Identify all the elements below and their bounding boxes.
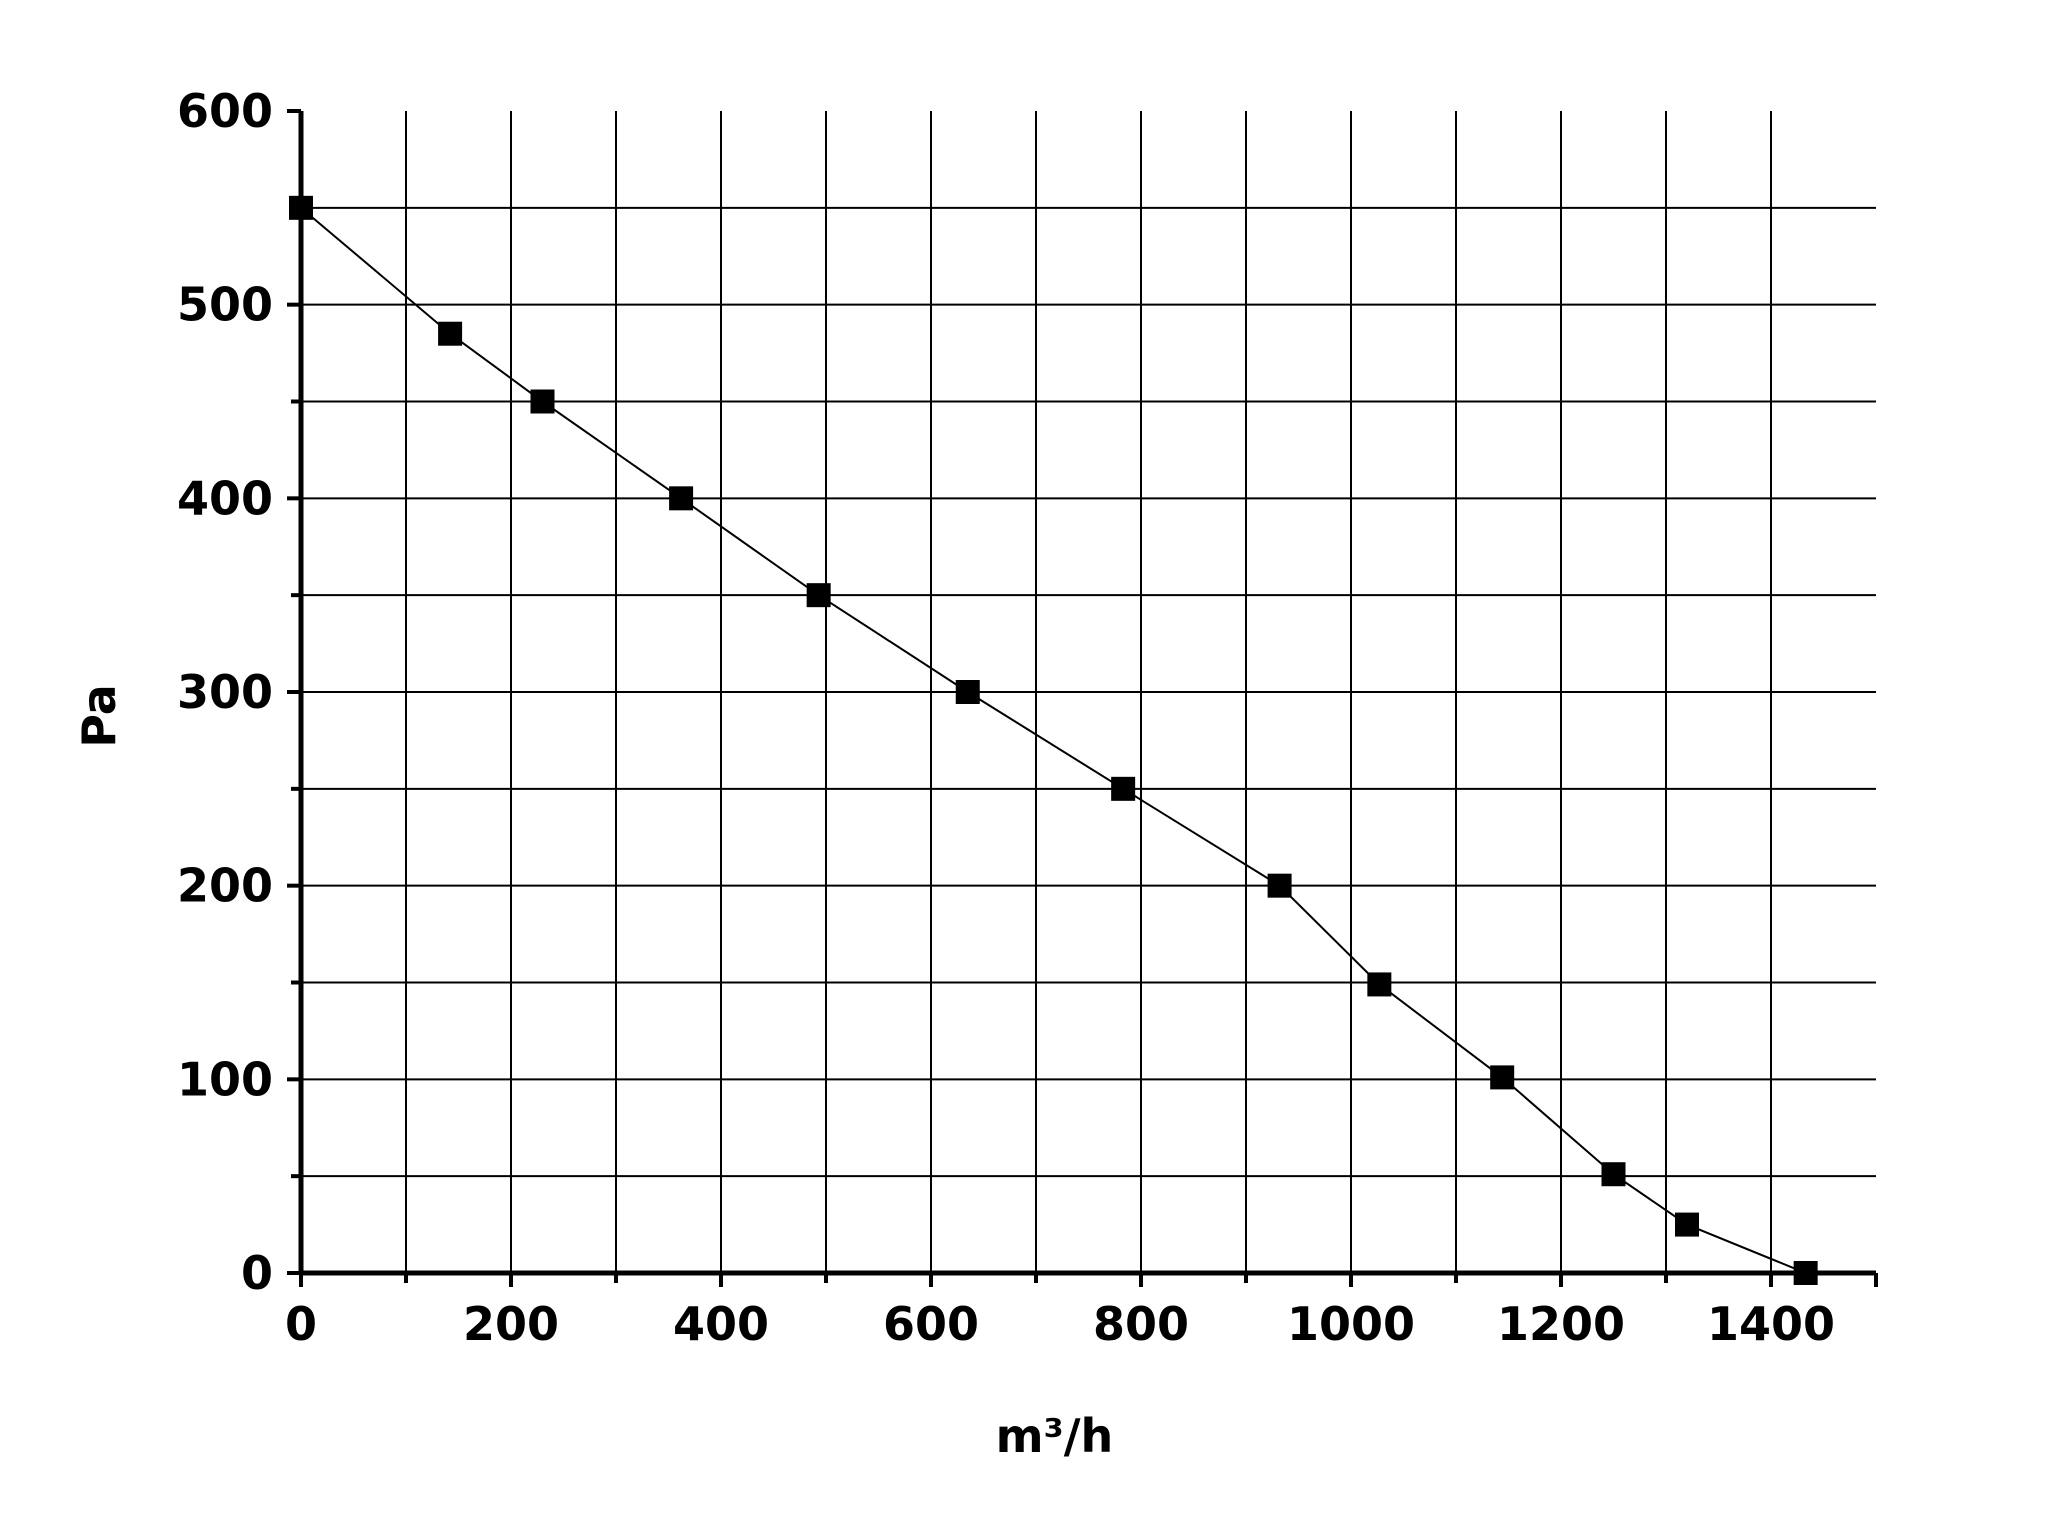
x-tick-label: 1000 [1287,1297,1415,1351]
data-point-marker [669,486,694,511]
y-tick-label: 300 [177,665,273,719]
data-point-marker [955,680,980,704]
x-tick-label: 1400 [1707,1297,1835,1351]
x-tick-label: 1200 [1497,1297,1625,1351]
series-line [300,207,1807,1274]
data-point-marker [1793,1261,1818,1285]
data-point-marker [1267,873,1292,898]
data-point-marker [1675,1212,1699,1237]
data-point-marker [1367,972,1392,997]
y-tick-label: 100 [177,1052,273,1106]
y-tick-label: 600 [177,84,273,138]
tick-marks [287,109,1878,1287]
x-tick-label: 600 [883,1297,979,1351]
x-tick-label: 800 [1093,1297,1189,1351]
data-point-marker [289,195,313,220]
tick-labels: 0 200 400 600 800 1000 1200 1400 0 100 200 300 400 50… [177,84,1835,1351]
data-point-marker [1490,1065,1515,1090]
y-tick-label: 200 [177,859,273,913]
data-point-marker [438,321,463,346]
data-point-marker [1601,1162,1626,1187]
y-tick-label: 400 [177,471,273,525]
x-tick-label: 0 [285,1297,317,1351]
y-axis-title: Pa [72,684,126,748]
x-tick-label: 400 [673,1297,769,1351]
x-axis-title: m³/h [996,1409,1114,1463]
data-point-marker [1111,776,1136,801]
x-tick-label: 200 [463,1297,559,1351]
data-point-marker [806,583,831,608]
y-tick-label: 500 [177,278,273,332]
y-tick-label: 0 [241,1246,273,1300]
grid [301,111,1876,1273]
series [289,195,1818,1285]
data-point-marker [530,389,555,414]
